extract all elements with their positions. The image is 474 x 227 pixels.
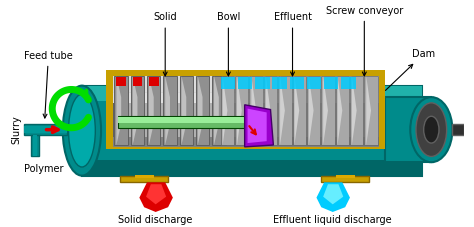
Ellipse shape [416, 103, 447, 156]
Polygon shape [146, 184, 166, 204]
Ellipse shape [424, 116, 439, 143]
Polygon shape [139, 182, 173, 212]
Bar [452, 124, 464, 136]
Polygon shape [223, 76, 228, 145]
Bar [33, 136, 37, 156]
Polygon shape [365, 76, 378, 145]
Bar [112, 93, 379, 103]
Polygon shape [196, 76, 209, 145]
Polygon shape [323, 184, 343, 204]
Polygon shape [307, 77, 321, 89]
Polygon shape [237, 76, 242, 145]
Bar [379, 70, 385, 149]
Polygon shape [131, 76, 144, 145]
Bar [135, 175, 154, 178]
Bar [112, 137, 379, 147]
Polygon shape [278, 76, 292, 145]
Polygon shape [264, 76, 277, 145]
Polygon shape [292, 76, 306, 145]
Polygon shape [350, 76, 364, 145]
Polygon shape [266, 76, 271, 145]
Bar [321, 176, 369, 182]
Polygon shape [341, 77, 356, 89]
Text: Effluent: Effluent [273, 12, 311, 76]
Bar [120, 176, 168, 182]
Text: Dam: Dam [385, 49, 435, 90]
Polygon shape [323, 76, 328, 145]
Polygon shape [245, 105, 273, 147]
Bar [106, 143, 385, 149]
Bar [118, 116, 252, 128]
Polygon shape [366, 76, 371, 145]
Bar [385, 97, 431, 162]
Text: Solid: Solid [154, 12, 177, 76]
Polygon shape [307, 76, 320, 145]
Polygon shape [212, 76, 226, 145]
Bar [106, 70, 385, 76]
Bar [24, 126, 67, 133]
Ellipse shape [69, 94, 95, 167]
Polygon shape [221, 76, 234, 145]
Bar [82, 86, 422, 101]
Bar [106, 70, 112, 149]
Polygon shape [165, 76, 170, 145]
Text: Solid discharge: Solid discharge [118, 215, 193, 225]
Polygon shape [336, 76, 349, 145]
Polygon shape [294, 76, 299, 145]
Bar [82, 160, 422, 176]
Polygon shape [238, 77, 252, 89]
Bar [118, 117, 252, 123]
Polygon shape [182, 76, 186, 145]
Polygon shape [117, 76, 121, 145]
Polygon shape [324, 77, 338, 89]
Polygon shape [352, 76, 356, 145]
Bar [112, 93, 379, 147]
Polygon shape [309, 76, 314, 145]
Polygon shape [133, 77, 142, 86]
Polygon shape [235, 76, 248, 145]
Polygon shape [114, 76, 128, 145]
Text: Screw conveyor: Screw conveyor [326, 6, 403, 76]
Ellipse shape [410, 97, 452, 162]
Text: Polymer: Polymer [24, 164, 63, 174]
Polygon shape [180, 76, 193, 145]
Polygon shape [149, 77, 158, 86]
Polygon shape [290, 77, 304, 89]
Polygon shape [198, 76, 202, 145]
Ellipse shape [63, 86, 101, 176]
Polygon shape [117, 77, 126, 86]
Polygon shape [337, 76, 342, 145]
Polygon shape [163, 76, 177, 145]
Polygon shape [255, 77, 270, 89]
Polygon shape [247, 109, 267, 143]
Bar [112, 76, 379, 143]
Polygon shape [273, 77, 287, 89]
Bar [82, 86, 422, 176]
Polygon shape [321, 76, 335, 145]
Polygon shape [147, 76, 160, 145]
Polygon shape [251, 76, 256, 145]
Polygon shape [280, 76, 285, 145]
Polygon shape [149, 76, 154, 145]
Polygon shape [214, 76, 219, 145]
Text: Feed tube: Feed tube [24, 51, 73, 118]
Polygon shape [221, 77, 235, 89]
Polygon shape [317, 182, 350, 212]
Bar [24, 124, 67, 136]
Text: Effluent liquid discharge: Effluent liquid discharge [273, 215, 392, 225]
Text: Bowl: Bowl [217, 12, 240, 76]
Bar [31, 136, 39, 156]
Polygon shape [133, 76, 137, 145]
Bar [336, 175, 355, 178]
Text: Slurry: Slurry [12, 115, 22, 144]
Polygon shape [249, 76, 263, 145]
